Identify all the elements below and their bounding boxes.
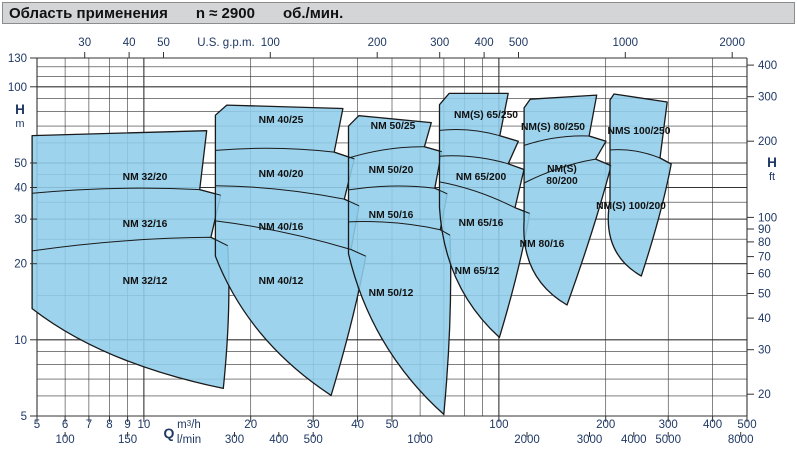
svg-text:20: 20 [244,419,257,431]
svg-text:8000: 8000 [728,434,754,446]
svg-text:H: H [767,155,777,170]
svg-text:10: 10 [14,335,27,347]
svg-text:9: 9 [124,419,130,431]
svg-text:2000: 2000 [514,434,540,446]
svg-text:400: 400 [758,60,777,72]
svg-text:300: 300 [225,434,244,446]
svg-text:NM 40/16: NM 40/16 [259,222,304,233]
svg-text:30: 30 [758,345,771,357]
svg-text:10: 10 [138,419,151,431]
svg-text:2000: 2000 [719,37,745,49]
svg-text:NM 40/25: NM 40/25 [259,115,304,126]
svg-text:4000: 4000 [621,434,647,446]
svg-text:150: 150 [118,434,137,446]
svg-text:NM 50/20: NM 50/20 [369,165,414,176]
svg-text:50: 50 [14,158,27,170]
svg-text:8: 8 [106,419,112,431]
svg-text:NM 40/20: NM 40/20 [259,169,304,180]
svg-text:500: 500 [509,37,528,49]
svg-text:70: 70 [758,252,771,264]
svg-text:NM 32/12: NM 32/12 [123,276,168,287]
svg-text:NM(S) 100/200: NM(S) 100/200 [596,201,666,212]
svg-text:30: 30 [78,37,91,49]
svg-text:100: 100 [758,212,777,224]
svg-text:NM 65/200: NM 65/200 [456,172,507,183]
svg-text:200: 200 [596,419,615,431]
svg-text:U.S. g.p.m.: U.S. g.p.m. [197,37,255,49]
svg-text:NM 40/12: NM 40/12 [259,276,304,287]
svg-text:500: 500 [304,434,323,446]
svg-text:500: 500 [737,419,756,431]
svg-text:5000: 5000 [655,434,681,446]
svg-text:80: 80 [758,237,771,249]
svg-text:1000: 1000 [407,434,433,446]
svg-text:80/200: 80/200 [546,176,578,187]
svg-text:200: 200 [758,136,777,148]
svg-text:100: 100 [261,37,280,49]
svg-text:NMS 100/250: NMS 100/250 [608,126,671,137]
svg-text:20: 20 [758,389,771,401]
svg-text:40: 40 [758,313,771,325]
svg-text:40: 40 [351,419,364,431]
svg-text:NM 65/12: NM 65/12 [455,266,500,277]
svg-text:1000: 1000 [613,37,639,49]
svg-text:NM 50/25: NM 50/25 [371,121,416,132]
svg-text:50: 50 [758,289,771,301]
svg-text:NM(S) 80/250: NM(S) 80/250 [521,122,585,133]
svg-text:7: 7 [86,419,92,431]
svg-text:m: m [15,118,24,130]
svg-text:30: 30 [307,419,320,431]
svg-text:H: H [15,102,25,117]
svg-text:300: 300 [430,37,449,49]
svg-text:90: 90 [758,224,771,236]
svg-text:NM 80/16: NM 80/16 [520,239,565,250]
svg-text:20: 20 [14,259,27,271]
svg-text:50: 50 [157,37,170,49]
svg-text:40: 40 [123,37,136,49]
svg-text:60: 60 [758,269,771,281]
svg-text:100: 100 [8,82,27,94]
svg-text:50: 50 [386,419,399,431]
svg-text:NM 65/16: NM 65/16 [459,218,504,229]
svg-text:400: 400 [703,419,722,431]
svg-text:5: 5 [21,411,27,423]
svg-text:3000: 3000 [577,434,603,446]
svg-text:NM 50/12: NM 50/12 [369,288,414,299]
svg-text:300: 300 [758,92,777,104]
svg-text:NM(S) 65/250: NM(S) 65/250 [454,110,518,121]
svg-text:100: 100 [56,434,75,446]
svg-text:m3/h: m3/h [177,419,201,431]
svg-text:5: 5 [34,419,40,431]
svg-text:NM 50/16: NM 50/16 [369,210,414,221]
svg-text:NM 32/20: NM 32/20 [123,172,168,183]
svg-text:200: 200 [368,37,387,49]
svg-text:130: 130 [8,53,27,65]
svg-text:30: 30 [14,214,27,226]
svg-text:NM 32/16: NM 32/16 [123,219,168,230]
svg-text:6: 6 [62,419,68,431]
svg-text:400: 400 [475,37,494,49]
svg-text:100: 100 [489,419,508,431]
svg-text:300: 300 [659,419,678,431]
svg-text:40: 40 [14,183,27,195]
svg-text:NM(S): NM(S) [547,164,577,175]
svg-text:ft: ft [769,171,775,183]
svg-text:400: 400 [269,434,288,446]
svg-text:Q: Q [164,425,175,441]
svg-text:l/min: l/min [177,434,201,446]
